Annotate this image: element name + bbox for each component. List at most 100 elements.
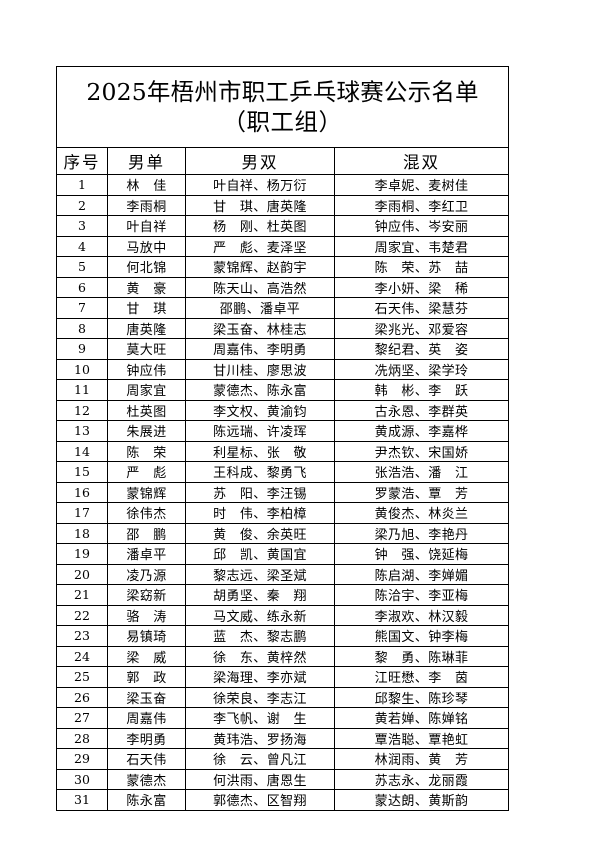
cell-seq: 1	[56, 174, 108, 196]
cell-seq: 26	[56, 686, 108, 708]
table-row: 25 郭 政 梁海理、李亦斌 江旺懋、李 茵	[56, 666, 510, 688]
cell-single: 易镇琦	[107, 625, 186, 647]
cell-double: 马文威、练永新	[185, 604, 335, 626]
title-row: 2025年梧州市职工乒乓球赛公示名单 （职工组）	[55, 66, 510, 148]
cell-mixed: 陈洽宇、李亚梅	[333, 584, 510, 606]
cell-mixed: 李小妍、梁 稀	[333, 276, 510, 298]
table-row: 21 梁窈新 胡勇坚、秦 翔 陈洽宇、李亚梅	[56, 584, 510, 606]
cell-double: 胡勇坚、秦 翔	[185, 584, 335, 606]
cell-double: 梁玉奋、林桂志	[185, 317, 335, 339]
table-row: 27 周嘉伟 李飞帆、谢 生 黄若婵、陈婵铭	[56, 707, 510, 729]
table-row: 3 叶自祥 杨 刚、杜英图 钟应伟、岑安丽	[56, 215, 510, 237]
cell-mixed: 梁乃旭、李艳丹	[333, 522, 510, 544]
cell-double: 李飞帆、谢 生	[185, 707, 335, 729]
cell-mixed: 钟应伟、岑安丽	[333, 215, 510, 237]
cell-seq: 27	[56, 707, 108, 729]
cell-single: 杜英图	[107, 399, 186, 421]
cell-double: 苏 阳、李汪锡	[185, 481, 335, 503]
cell-mixed: 覃浩聪、覃艳虹	[333, 727, 510, 749]
cell-seq: 3	[56, 215, 108, 237]
cell-double: 叶自祥、杨万衍	[185, 174, 335, 196]
cell-seq: 11	[56, 379, 108, 401]
cell-single: 李雨桐	[107, 194, 186, 216]
table-row: 2 李雨桐 甘 琪、唐英隆 李雨桐、李红卫	[56, 194, 510, 216]
cell-single: 郭 政	[107, 666, 186, 688]
cell-mixed: 李淑欢、林汉毅	[333, 604, 510, 626]
cell-double: 徐 东、黄梓然	[185, 645, 335, 667]
table-row: 18 邵 鹏 黄 俊、余英旺 梁乃旭、李艳丹	[56, 522, 510, 544]
table-row: 1 林 佳 叶自祥、杨万衍 李卓妮、麦树佳	[56, 174, 510, 196]
cell-single: 邵 鹏	[107, 522, 186, 544]
title-line-2: （职工组）	[222, 108, 343, 136]
table-row: 14 陈 荣 利星标、张 敬 尹杰钦、宋国娇	[56, 440, 510, 462]
cell-double: 时 伟、李柏樟	[185, 502, 335, 524]
cell-seq: 18	[56, 522, 108, 544]
cell-seq: 20	[56, 563, 108, 585]
cell-single: 李明勇	[107, 727, 186, 749]
table-row: 8 唐英隆 梁玉奋、林桂志 梁兆光、邓爱容	[56, 317, 510, 339]
column-header-seq: 序号	[56, 147, 108, 175]
cell-double: 黄 俊、余英旺	[185, 522, 335, 544]
table-row: 11 周家宜 蒙德杰、陈永富 韩 彬、李 跃	[56, 379, 510, 401]
cell-seq: 16	[56, 481, 108, 503]
cell-seq: 28	[56, 727, 108, 749]
cell-single: 林 佳	[107, 174, 186, 196]
roster-table: 2025年梧州市职工乒乓球赛公示名单 （职工组） 序号 男单 男双 混双 1 林…	[55, 66, 510, 811]
cell-double: 蓝 杰、黎志鹏	[185, 625, 335, 647]
cell-seq: 12	[56, 399, 108, 421]
cell-mixed: 古永恩、李群英	[333, 399, 510, 421]
cell-double: 周嘉伟、李明勇	[185, 338, 335, 360]
table-row: 4 马放中 严 彪、麦泽坚 周家宜、韦楚君	[56, 235, 510, 257]
cell-seq: 29	[56, 748, 108, 770]
cell-double: 蒙锦辉、赵韵宇	[185, 256, 335, 278]
cell-mixed: 蒙达朗、黄斯韵	[333, 789, 510, 811]
cell-single: 石天伟	[107, 748, 186, 770]
cell-single: 严 彪	[107, 461, 186, 483]
cell-single: 梁 威	[107, 645, 186, 667]
cell-double: 郭德杰、区智翔	[185, 789, 335, 811]
cell-double: 邵鹏、潘卓平	[185, 297, 335, 319]
table-row: 12 杜英图 李文权、黄渝钧 古永恩、李群英	[56, 399, 510, 421]
table-row: 19 潘卓平 邱 凯、黄国宜 钟 强、饶延梅	[56, 543, 510, 565]
cell-seq: 14	[56, 440, 108, 462]
cell-mixed: 江旺懋、李 茵	[333, 666, 510, 688]
title-line-1: 2025年梧州市职工乒乓球赛公示名单	[86, 77, 479, 106]
cell-mixed: 冼炳坚、梁学玲	[333, 358, 510, 380]
cell-seq: 15	[56, 461, 108, 483]
cell-mixed: 张浩浩、潘 江	[333, 461, 510, 483]
table-header-row: 序号 男单 男双 混双	[56, 147, 510, 175]
cell-mixed: 李雨桐、李红卫	[333, 194, 510, 216]
cell-mixed: 黎纪君、英 姿	[333, 338, 510, 360]
cell-seq: 19	[56, 543, 108, 565]
cell-mixed: 黄俊杰、林炎兰	[333, 502, 510, 524]
cell-mixed: 邱黎生、陈珍琴	[333, 686, 510, 708]
cell-mixed: 陈 荣、苏 喆	[333, 256, 510, 278]
cell-double: 徐 云、曾凡江	[185, 748, 335, 770]
table-row: 20 凌乃源 黎志远、梁圣斌 陈启湖、李婵媚	[56, 563, 510, 585]
cell-double: 王科成、黎勇飞	[185, 461, 335, 483]
cell-mixed: 黄若婵、陈婵铭	[333, 707, 510, 729]
cell-single: 朱展进	[107, 420, 186, 442]
cell-double: 蒙德杰、陈永富	[185, 379, 335, 401]
cell-seq: 13	[56, 420, 108, 442]
cell-seq: 5	[56, 256, 108, 278]
cell-double: 陈远瑞、许凌珲	[185, 420, 335, 442]
table-row: 22 骆 涛 马文威、练永新 李淑欢、林汉毅	[56, 604, 510, 626]
cell-double: 梁海理、李亦斌	[185, 666, 335, 688]
column-header-double: 男双	[185, 147, 335, 175]
cell-mixed: 黄成源、李嘉桦	[333, 420, 510, 442]
cell-mixed: 周家宜、韦楚君	[333, 235, 510, 257]
cell-single: 梁玉奋	[107, 686, 186, 708]
table-row: 7 甘 琪 邵鹏、潘卓平 石天伟、梁慧芬	[56, 297, 510, 319]
cell-mixed: 李卓妮、麦树佳	[333, 174, 510, 196]
cell-seq: 8	[56, 317, 108, 339]
column-header-mixed: 混双	[333, 147, 510, 175]
cell-mixed: 林润雨、黄 芳	[333, 748, 510, 770]
cell-double: 甘 琪、唐英隆	[185, 194, 335, 216]
cell-double: 黄玮浩、罗扬海	[185, 727, 335, 749]
cell-mixed: 石天伟、梁慧芬	[333, 297, 510, 319]
cell-seq: 7	[56, 297, 108, 319]
cell-double: 利星标、张 敬	[185, 440, 335, 462]
cell-seq: 4	[56, 235, 108, 257]
